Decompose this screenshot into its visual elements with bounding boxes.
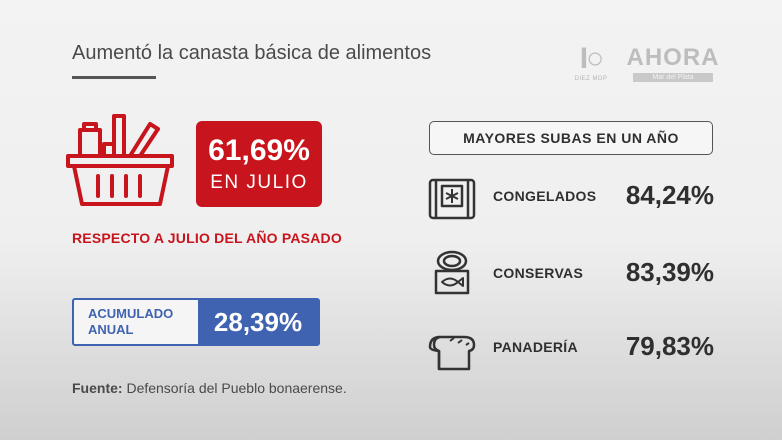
ranking-value: 79,83% [625, 331, 714, 361]
ahora-logo-word: AHORA [626, 44, 720, 71]
ranking-value: 83,39% [625, 257, 714, 287]
title-underline [72, 76, 156, 79]
accumulated-label-line2: ANUAL [88, 322, 134, 337]
accumulated-label: ACUMULADO ANUAL [74, 300, 198, 344]
accumulated-label-line1: ACUMULADO [88, 306, 174, 321]
ranking-name: PANADERÍA [493, 339, 578, 355]
ranking-name: CONGELADOS [493, 188, 597, 204]
canned-fish-icon [434, 250, 470, 295]
ranking-title: MAYORES SUBAS EN UN AÑO [429, 121, 713, 155]
diez-mdp-logo: I○ DIEZ MDP [568, 44, 614, 84]
accumulated-box: ACUMULADO ANUAL 28,39% [72, 298, 320, 346]
diez-logo-text: DIEZ MDP [574, 76, 608, 82]
ranking-row-congelados: CONGELADOS 84,24% [426, 172, 716, 224]
monthly-increase-label: EN JULIO [210, 172, 308, 193]
ahora-logo: AHORA Mar del Plata [627, 46, 719, 82]
source-label: Fuente: [72, 380, 123, 396]
frozen-bag-icon [428, 178, 476, 220]
comparison-note: RESPECTO A JULIO DEL AÑO PASADO [72, 230, 342, 246]
ranking-row-conservas: CONSERVAS 83,39% [426, 249, 716, 301]
source-text: Defensoría del Pueblo bonaerense. [122, 380, 347, 396]
ahora-logo-sub: Mar del Plata [633, 73, 713, 82]
ranking-row-panaderia: PANADERÍA 79,83% [426, 323, 716, 375]
monthly-increase-box: 61,69% EN JULIO [196, 121, 322, 207]
diez-logo-mark: I○ [579, 42, 605, 75]
source-note: Fuente: Defensoría del Pueblo bonaerense… [72, 380, 347, 396]
accumulated-value: 28,39% [198, 300, 318, 344]
monthly-increase-percent: 61,69% [208, 134, 310, 167]
ranking-value: 84,24% [625, 180, 714, 210]
shopping-basket-icon [66, 114, 174, 206]
bread-icon [428, 335, 476, 371]
ranking-name: CONSERVAS [493, 265, 584, 281]
page-title: Aumentó la canasta básica de alimentos [72, 42, 432, 64]
